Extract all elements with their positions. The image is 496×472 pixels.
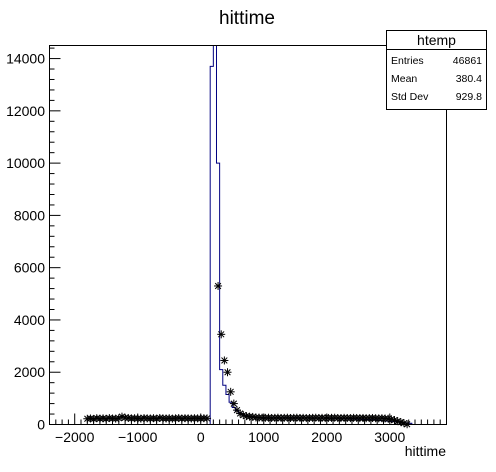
data-point-marker bbox=[214, 281, 223, 290]
stats-box-frame bbox=[386, 30, 487, 110]
y-axis: 0 2000 4000 6000 8000 10000 12000 14000 bbox=[6, 47, 61, 433]
data-point-marker bbox=[226, 387, 235, 396]
y-tick-label: 4000 bbox=[14, 312, 45, 328]
data-point-marker bbox=[217, 330, 226, 339]
data-point-marker bbox=[203, 414, 212, 423]
stats-label-mean: Mean bbox=[391, 73, 417, 85]
x-axis: −2000 −1000 0 1000 2000 3000 bbox=[55, 413, 441, 445]
stats-box-title: htemp bbox=[417, 32, 456, 48]
stats-value-entries: 46861 bbox=[453, 55, 482, 67]
y-tick-label: 14000 bbox=[6, 51, 45, 67]
x-tick-label: 0 bbox=[197, 429, 205, 445]
x-tick-label: 1000 bbox=[248, 429, 279, 445]
y-tick-label: 6000 bbox=[14, 260, 45, 276]
stats-value-stddev: 929.8 bbox=[456, 91, 482, 103]
y-tick-label: 8000 bbox=[14, 207, 45, 223]
data-point-marker bbox=[229, 399, 238, 408]
stats-value-mean: 380.4 bbox=[456, 73, 482, 85]
y-tick-label: 10000 bbox=[6, 155, 45, 171]
x-axis-title: hittime bbox=[405, 443, 446, 459]
chart-title: hittime bbox=[219, 8, 275, 29]
x-tick-label: 3000 bbox=[374, 429, 405, 445]
x-tick-label: −1000 bbox=[118, 429, 158, 445]
y-tick-label: 2000 bbox=[14, 364, 45, 380]
stats-box: htemp Entries 46861 Mean 380.4 Std Dev 9… bbox=[386, 30, 487, 110]
plot-frame bbox=[49, 45, 447, 425]
stats-label-entries: Entries bbox=[391, 55, 424, 67]
y-tick-label: 0 bbox=[37, 417, 45, 433]
x-tick-label: −2000 bbox=[55, 429, 95, 445]
x-tick-label: 2000 bbox=[311, 429, 342, 445]
stats-label-stddev: Std Dev bbox=[391, 91, 429, 103]
y-tick-label: 12000 bbox=[6, 103, 45, 119]
data-point-marker bbox=[223, 368, 232, 377]
data-point-marker bbox=[220, 356, 229, 365]
